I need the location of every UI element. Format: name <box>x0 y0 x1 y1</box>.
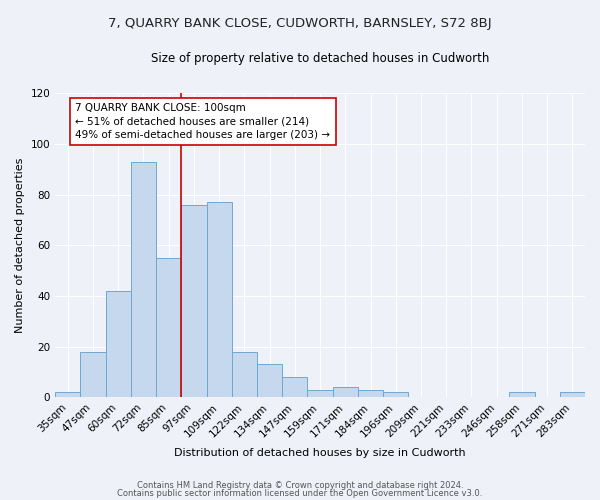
Bar <box>257 364 282 398</box>
Bar <box>80 352 106 398</box>
Bar <box>156 258 181 398</box>
Text: Contains HM Land Registry data © Crown copyright and database right 2024.: Contains HM Land Registry data © Crown c… <box>137 481 463 490</box>
Bar <box>358 390 383 398</box>
Bar <box>282 377 307 398</box>
Bar <box>106 291 131 398</box>
Text: 7, QUARRY BANK CLOSE, CUDWORTH, BARNSLEY, S72 8BJ: 7, QUARRY BANK CLOSE, CUDWORTH, BARNSLEY… <box>108 18 492 30</box>
Bar <box>55 392 80 398</box>
Bar <box>232 352 257 398</box>
Bar <box>332 388 358 398</box>
Bar <box>307 390 332 398</box>
Bar <box>206 202 232 398</box>
X-axis label: Distribution of detached houses by size in Cudworth: Distribution of detached houses by size … <box>174 448 466 458</box>
Bar <box>383 392 409 398</box>
Text: Contains public sector information licensed under the Open Government Licence v3: Contains public sector information licen… <box>118 488 482 498</box>
Y-axis label: Number of detached properties: Number of detached properties <box>15 158 25 333</box>
Text: 7 QUARRY BANK CLOSE: 100sqm
← 51% of detached houses are smaller (214)
49% of se: 7 QUARRY BANK CLOSE: 100sqm ← 51% of det… <box>76 103 331 140</box>
Bar <box>509 392 535 398</box>
Bar <box>560 392 585 398</box>
Title: Size of property relative to detached houses in Cudworth: Size of property relative to detached ho… <box>151 52 489 66</box>
Bar <box>131 162 156 398</box>
Bar <box>181 204 206 398</box>
